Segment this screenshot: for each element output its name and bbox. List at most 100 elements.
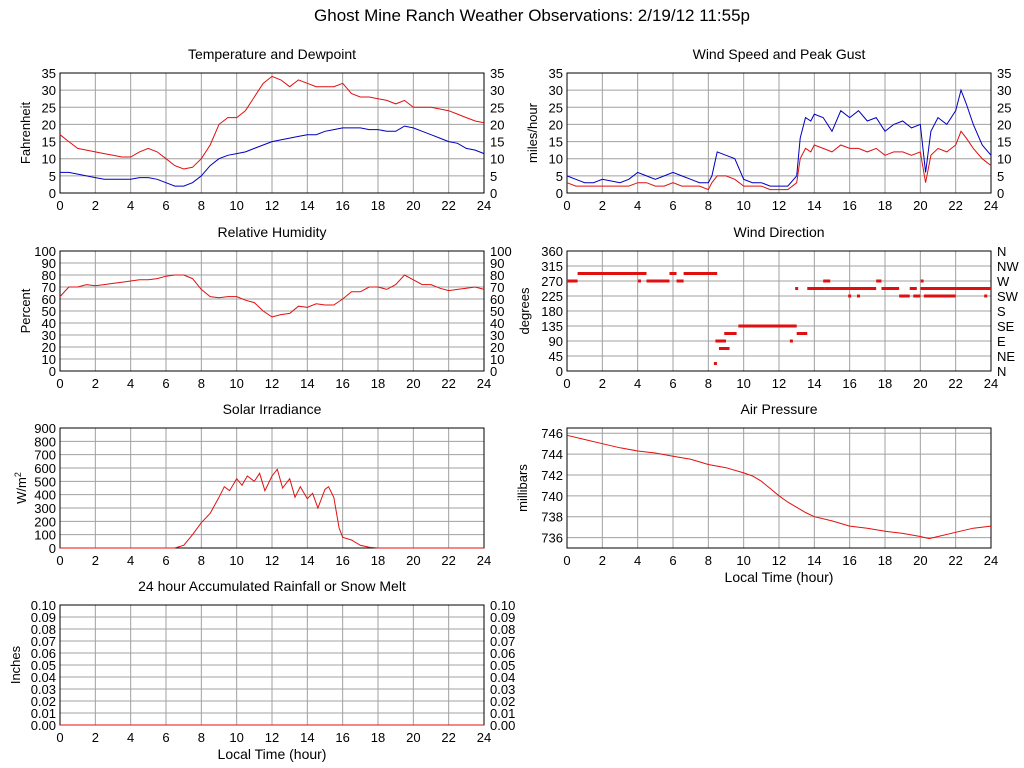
temperature-ytick-label: 35 — [42, 66, 56, 81]
wind-direction-xtick-label: 12 — [772, 376, 786, 391]
wind-direction-right-ytick-label: N — [997, 364, 1006, 379]
rainfall-ytick-label: 0.04 — [31, 670, 56, 685]
pressure-xtick-label: 0 — [563, 553, 570, 568]
pressure-xtick-label: 4 — [634, 553, 641, 568]
solar-xtick-label: 6 — [162, 553, 169, 568]
rainfall-xtick-label: 6 — [162, 730, 169, 745]
solar-ytick-label: 0 — [49, 541, 56, 556]
temperature-grid — [60, 73, 484, 193]
humidity-series-red-line — [59, 274, 485, 318]
temperature-right-ytick-label: 35 — [490, 66, 504, 81]
rainfall-xtick-label: 12 — [265, 730, 279, 745]
solar-ytick-label: 800 — [34, 434, 56, 449]
pressure-ytick-label: 744 — [541, 447, 563, 462]
rainfall-xtick-label: 4 — [127, 730, 134, 745]
solar-title: Solar Irradiance — [223, 401, 322, 417]
temperature-xtick-label: 10 — [229, 198, 243, 213]
wind-speed-xtick-label: 4 — [634, 198, 641, 213]
temperature-right-ytick-label: 5 — [490, 169, 497, 184]
temperature-xtick-label: 4 — [127, 198, 134, 213]
solar-ytick-label: 100 — [34, 528, 56, 543]
humidity-xtick-label: 18 — [371, 376, 385, 391]
wind-direction-point — [637, 279, 641, 283]
wind-direction-right-ytick-label: NW — [997, 259, 1019, 274]
wind-direction-right-ytick-label: S — [997, 304, 1006, 319]
wind-speed-title: Wind Speed and Peak Gust — [693, 46, 866, 62]
pressure-xtick-label: 22 — [948, 553, 962, 568]
temperature-xtick-label: 20 — [406, 198, 420, 213]
humidity-ytick-label: 90 — [42, 256, 56, 271]
humidity-right-ytick-label: 40 — [490, 316, 504, 331]
temperature-ytick-label: 0 — [49, 186, 56, 201]
solar-ytick-label: 200 — [34, 514, 56, 529]
solar-frame — [59, 427, 485, 549]
humidity-right-ytick-label: 20 — [490, 340, 504, 355]
wind-direction-ytick-label: 225 — [541, 289, 563, 304]
temperature-xtick-label: 0 — [56, 198, 63, 213]
temperature-ylabel: Fahrenheit — [18, 102, 33, 165]
rainfall-right-ytick-label: 0.09 — [490, 610, 515, 625]
wind-direction-title: Wind Direction — [733, 224, 824, 240]
rainfall-ylabel: Inches — [8, 645, 23, 684]
pressure-xtick-label: 24 — [984, 553, 998, 568]
rainfall-title: 24 hour Accumulated Rainfall or Snow Mel… — [138, 578, 406, 594]
wind-direction-xtick-label: 14 — [807, 376, 821, 391]
wind-direction-xtick-label: 8 — [705, 376, 712, 391]
solar-series-red-line — [60, 468, 484, 549]
rainfall-right-ytick-label: 0.08 — [490, 622, 515, 637]
humidity-title: Relative Humidity — [218, 224, 327, 240]
temperature-xtick-label: 2 — [92, 198, 99, 213]
pressure-xtick-label: 8 — [705, 553, 712, 568]
wind-direction-point — [713, 362, 717, 365]
temperature-xtick-label: 8 — [198, 198, 205, 213]
rainfall-xtick-label: 14 — [300, 730, 314, 745]
wind-direction-ytick-label: 180 — [541, 304, 563, 319]
wind-direction-grid — [567, 251, 991, 371]
rainfall-xlabel: Local Time (hour) — [218, 746, 327, 762]
solar-ytick-label: 300 — [34, 501, 56, 516]
wind-speed-xtick-label: 18 — [878, 198, 892, 213]
temperature-xtick-label: 12 — [265, 198, 279, 213]
humidity-frame — [59, 250, 485, 372]
solar-xtick-label: 18 — [371, 553, 385, 568]
temperature-right-ytick-label: 10 — [490, 152, 504, 167]
humidity-right-ytick-label: 0 — [490, 364, 497, 379]
rainfall-xtick-label: 2 — [92, 730, 99, 745]
temperature-xtick-label: 18 — [371, 198, 385, 213]
pressure-xtick-label: 14 — [807, 553, 821, 568]
humidity-xtick-label: 10 — [229, 376, 243, 391]
rainfall-xtick-label: 18 — [371, 730, 385, 745]
humidity-xtick-label: 4 — [127, 376, 134, 391]
wind-direction-ytick-label: 315 — [541, 259, 563, 274]
temperature-right-ytick-label: 0 — [490, 186, 497, 201]
solar-xtick-label: 22 — [441, 553, 455, 568]
solar-xtick-label: 8 — [198, 553, 205, 568]
wind-speed-series-blue-line — [566, 88, 992, 187]
humidity-right-ytick-label: 80 — [490, 268, 504, 283]
humidity-ytick-label: 40 — [42, 316, 56, 331]
wind-speed-right-ytick-label: 5 — [997, 169, 1004, 184]
pressure-xtick-label: 16 — [842, 553, 856, 568]
wind-direction-xtick-label: 16 — [842, 376, 856, 391]
wind-speed-right-ytick-label: 35 — [997, 66, 1011, 81]
solar-xtick-label: 12 — [265, 553, 279, 568]
humidity-ytick-label: 10 — [42, 352, 56, 367]
wind-direction-point — [848, 294, 852, 298]
temperature-xtick-label: 24 — [477, 198, 491, 213]
rainfall-ytick-label: 0.08 — [31, 622, 56, 637]
humidity-ytick-label: 20 — [42, 340, 56, 355]
wind-speed-ytick-label: 35 — [549, 66, 563, 81]
humidity-xtick-label: 12 — [265, 376, 279, 391]
wind-direction-point — [920, 279, 924, 283]
temperature-xtick-label: 14 — [300, 198, 314, 213]
solar-xtick-label: 16 — [335, 553, 349, 568]
rainfall-right-ytick-label: 0.03 — [490, 682, 515, 697]
pressure-xtick-label: 2 — [599, 553, 606, 568]
temperature-ytick-label: 10 — [42, 152, 56, 167]
humidity-right-ytick-label: 60 — [490, 292, 504, 307]
rainfall-ytick-label: 0.10 — [31, 598, 56, 613]
rainfall-grid — [60, 605, 484, 725]
wind-speed-right-ytick-label: 15 — [997, 135, 1011, 150]
